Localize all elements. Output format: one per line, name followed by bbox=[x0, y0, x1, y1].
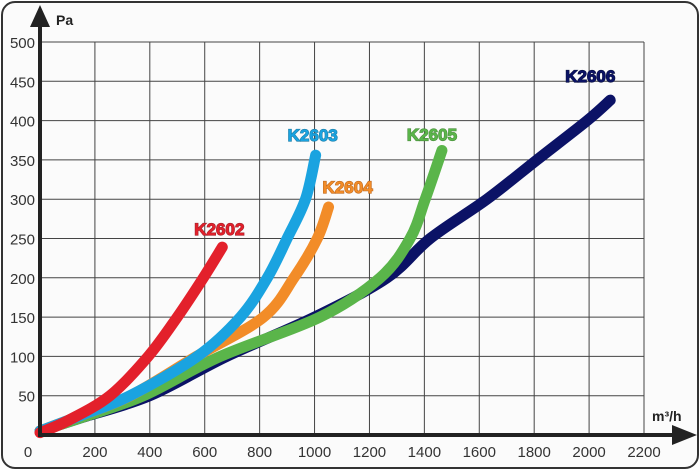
x-tick-label: 1600 bbox=[463, 444, 496, 461]
series-label-K2603: K2603 bbox=[288, 126, 338, 145]
x-tick-label: 1000 bbox=[298, 444, 331, 461]
y-tick-label: 500 bbox=[10, 35, 35, 52]
x-tick-label: 400 bbox=[137, 444, 162, 461]
y-tick-label: 250 bbox=[10, 232, 35, 249]
y-tick-label: 300 bbox=[10, 192, 35, 209]
series-line-K2602 bbox=[34, 241, 228, 439]
y-tick-label: 200 bbox=[10, 271, 35, 288]
y-tick-label: 400 bbox=[10, 114, 35, 131]
tick-labels: 0 200 400 600 800 1000 1200 1400 1600 1800 2000 220… bbox=[10, 35, 661, 461]
series-line-K2605 bbox=[34, 144, 448, 437]
x-tick-label: 600 bbox=[192, 444, 217, 461]
x-tick-label: 1200 bbox=[353, 444, 386, 461]
series-line-K2603 bbox=[34, 149, 322, 437]
series-label-K2602: K2602 bbox=[194, 220, 244, 239]
y-axis-arrow-icon bbox=[30, 5, 50, 27]
y-axis-label: Pa bbox=[56, 12, 73, 28]
y-tick-label: 350 bbox=[10, 153, 35, 170]
series-labels: K2602 K2603 K2604 K2605 K2606 bbox=[194, 67, 616, 240]
x-tick-label: 1400 bbox=[408, 444, 441, 461]
x-axis-label: m³/h bbox=[652, 408, 682, 424]
curves bbox=[34, 94, 616, 439]
axes: Pa m³/h bbox=[30, 5, 697, 445]
series-label-K2604: K2604 bbox=[323, 178, 374, 197]
x-tick-label: 800 bbox=[247, 444, 272, 461]
y-tick-label: 100 bbox=[10, 349, 35, 366]
y-tick-label: 150 bbox=[10, 310, 35, 327]
x-tick-label: 200 bbox=[82, 444, 107, 461]
series-label-K2605: K2605 bbox=[407, 125, 457, 144]
grid bbox=[40, 41, 645, 435]
x-tick-label: 2000 bbox=[572, 444, 605, 461]
series-label-K2606: K2606 bbox=[565, 67, 615, 86]
x-axis-arrow-icon bbox=[672, 425, 697, 445]
y-tick-label: 50 bbox=[18, 389, 35, 406]
y-tick-label: 450 bbox=[10, 74, 35, 91]
x-tick-label: 1800 bbox=[517, 444, 550, 461]
x-tick-label: 0 bbox=[24, 444, 32, 461]
x-tick-label: 2200 bbox=[627, 444, 660, 461]
